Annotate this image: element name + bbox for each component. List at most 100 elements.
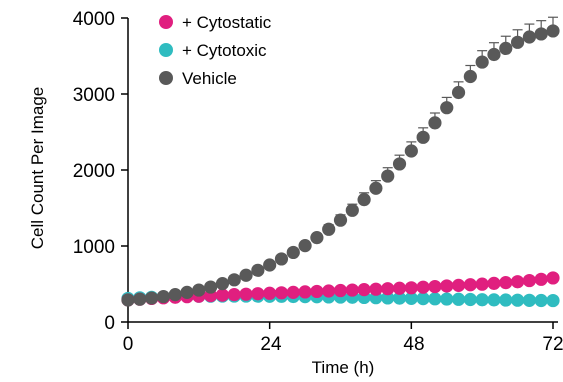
data-point-cytostatic [440, 279, 454, 293]
data-point-cytostatic [451, 278, 466, 292]
x-tick-label: 48 [403, 334, 424, 355]
data-point-cytotoxic [416, 291, 430, 306]
x-axis-label: Time (h) [312, 358, 375, 377]
data-point-vehicle [546, 24, 560, 38]
legend: + Cytostatic + Cytotoxic Vehicle [159, 13, 272, 88]
data-point-vehicle [310, 231, 324, 245]
data-point-cytostatic [227, 288, 241, 302]
data-point-cytotoxic [499, 293, 513, 307]
data-point-vehicle [487, 47, 501, 62]
data-point-vehicle [204, 280, 218, 294]
data-point-cytostatic [546, 271, 560, 285]
data-point-vehicle [156, 289, 171, 304]
data-point-cytotoxic [440, 292, 454, 306]
data-point-cytostatic [381, 282, 395, 296]
data-point-vehicle [274, 252, 289, 266]
data-point-vehicle [451, 85, 466, 100]
data-point-vehicle [510, 35, 525, 49]
data-point-vehicle [357, 193, 371, 207]
data-points [121, 24, 560, 308]
data-point-vehicle [192, 283, 206, 297]
legend-label-vehicle: Vehicle [182, 69, 237, 88]
legend-marker-cytostatic [159, 15, 173, 29]
x-tick-label: 24 [260, 334, 282, 355]
data-point-vehicle [404, 144, 418, 158]
legend-marker-cytotoxic [159, 43, 173, 57]
legend-label-cytotoxic: + Cytotoxic [182, 41, 267, 60]
data-point-cytostatic [263, 286, 277, 300]
data-point-cytotoxic [487, 293, 501, 307]
data-point-cytostatic [487, 276, 501, 290]
tick-labels: 0 24 48 72 0 1000 2000 3000 4000 [73, 9, 563, 355]
data-point-vehicle [180, 285, 194, 299]
data-point-vehicle [251, 263, 265, 277]
data-point-cytostatic [475, 277, 489, 291]
legend-marker-vehicle [159, 71, 173, 85]
data-point-cytostatic [463, 278, 477, 292]
data-point-cytostatic [298, 285, 312, 299]
data-point-vehicle [440, 101, 454, 115]
data-point-vehicle [227, 273, 241, 287]
data-point-cytotoxic [463, 292, 477, 307]
data-point-cytostatic [428, 279, 442, 294]
data-point-vehicle [133, 292, 147, 306]
data-point-vehicle [345, 203, 359, 217]
ticks [121, 17, 554, 329]
data-point-vehicle [322, 222, 336, 236]
data-point-vehicle [333, 213, 348, 227]
legend-label-cytostatic: + Cytostatic [182, 13, 272, 32]
data-point-cytostatic [286, 285, 300, 299]
data-point-cytotoxic [510, 293, 525, 307]
data-point-cytostatic [499, 276, 513, 290]
data-point-vehicle [215, 277, 230, 291]
data-point-vehicle [534, 27, 548, 41]
data-point-vehicle [239, 268, 253, 282]
data-point-cytostatic [534, 272, 548, 286]
data-point-vehicle [286, 245, 300, 260]
y-axis-label: Cell Count Per Image [28, 87, 47, 250]
data-point-cytotoxic [534, 293, 548, 308]
data-point-vehicle [369, 181, 383, 195]
x-tick-label: 72 [542, 334, 563, 355]
data-point-vehicle [416, 130, 430, 144]
data-point-vehicle [522, 30, 536, 44]
data-point-cytostatic [345, 283, 359, 297]
data-point-vehicle [428, 116, 442, 130]
data-point-vehicle [381, 169, 395, 183]
y-tick-label: 1000 [73, 237, 115, 258]
data-point-cytostatic [416, 280, 430, 294]
data-point-cytostatic [239, 287, 253, 301]
data-point-vehicle [263, 258, 277, 272]
data-point-vehicle [145, 291, 159, 305]
x-tick-label: 0 [123, 334, 134, 355]
data-point-cytotoxic [522, 293, 536, 307]
data-point-cytotoxic [475, 293, 489, 307]
data-point-vehicle [463, 69, 477, 84]
data-point-cytostatic [310, 284, 324, 299]
data-point-vehicle [475, 55, 489, 69]
data-point-cytostatic [369, 282, 383, 296]
data-point-cytostatic [392, 281, 407, 295]
data-point-cytostatic [357, 283, 371, 297]
data-point-cytotoxic [428, 292, 442, 306]
y-tick-label: 4000 [73, 9, 115, 30]
axes [127, 18, 558, 323]
data-point-cytostatic [322, 284, 336, 298]
data-point-vehicle [121, 293, 135, 307]
data-point-vehicle [298, 239, 312, 253]
data-point-cytostatic [404, 281, 418, 295]
data-point-cytotoxic [381, 291, 395, 305]
y-tick-label: 3000 [73, 85, 115, 106]
y-tick-label: 0 [104, 313, 115, 334]
data-point-cytotoxic [451, 292, 466, 306]
data-point-vehicle [168, 288, 182, 302]
data-point-cytostatic [215, 288, 230, 302]
data-point-cytostatic [274, 286, 289, 300]
data-point-cytostatic [251, 287, 265, 301]
data-point-cytostatic [333, 283, 348, 298]
data-point-cytotoxic [404, 291, 418, 305]
data-point-cytostatic [510, 275, 525, 289]
data-point-cytostatic [522, 273, 536, 288]
data-point-vehicle [499, 41, 513, 56]
